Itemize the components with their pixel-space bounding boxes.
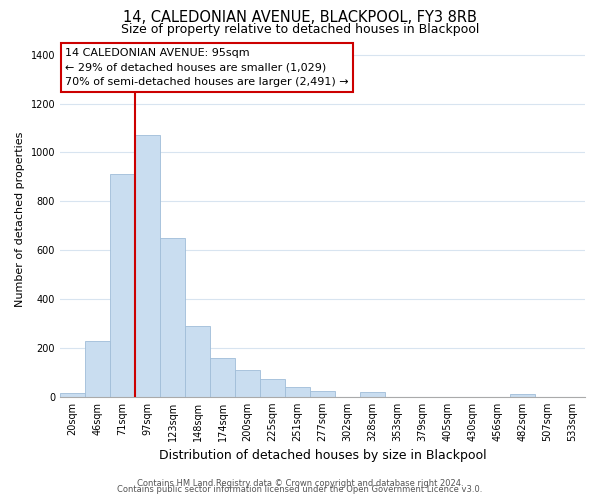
Bar — [210, 358, 235, 397]
Bar — [235, 370, 260, 397]
Bar — [260, 379, 285, 397]
Bar — [185, 326, 210, 397]
X-axis label: Distribution of detached houses by size in Blackpool: Distribution of detached houses by size … — [159, 450, 487, 462]
Text: Size of property relative to detached houses in Blackpool: Size of property relative to detached ho… — [121, 22, 479, 36]
Text: 14 CALEDONIAN AVENUE: 95sqm
← 29% of detached houses are smaller (1,029)
70% of : 14 CALEDONIAN AVENUE: 95sqm ← 29% of det… — [65, 48, 349, 88]
Bar — [285, 387, 310, 397]
Bar — [85, 341, 110, 397]
Bar — [160, 238, 185, 397]
Text: 14, CALEDONIAN AVENUE, BLACKPOOL, FY3 8RB: 14, CALEDONIAN AVENUE, BLACKPOOL, FY3 8R… — [123, 10, 477, 25]
Bar — [60, 393, 85, 397]
Text: Contains public sector information licensed under the Open Government Licence v3: Contains public sector information licen… — [118, 485, 482, 494]
Y-axis label: Number of detached properties: Number of detached properties — [15, 132, 25, 308]
Bar — [135, 136, 160, 397]
Bar — [510, 394, 535, 397]
Bar — [310, 390, 335, 397]
Text: Contains HM Land Registry data © Crown copyright and database right 2024.: Contains HM Land Registry data © Crown c… — [137, 478, 463, 488]
Bar — [110, 174, 135, 397]
Bar — [360, 392, 385, 397]
